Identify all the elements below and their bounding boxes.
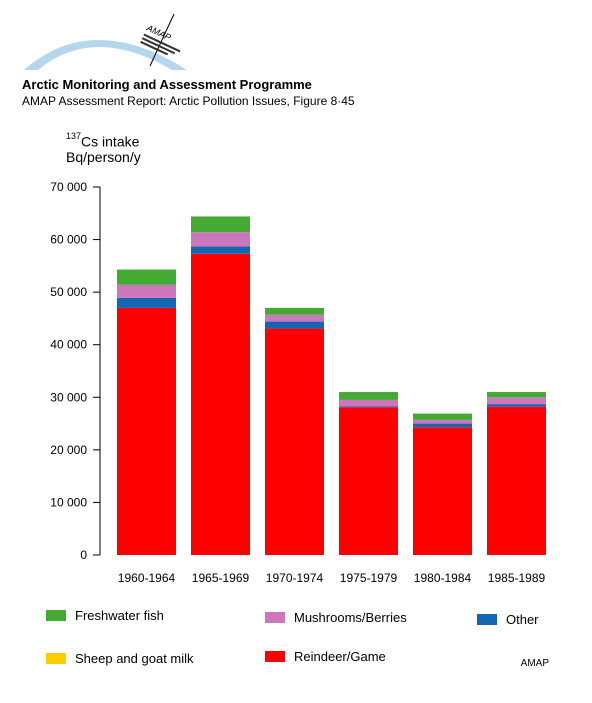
bar-segment-reindeer-game xyxy=(117,307,176,555)
legend-item-sheep-goat-milk: Sheep and goat milk xyxy=(46,650,194,666)
bar-segment-other xyxy=(339,406,398,408)
bar-segment-reindeer-game xyxy=(339,407,398,555)
bar-segment-freshwater-fish xyxy=(339,392,398,400)
bar-segment-other xyxy=(265,321,324,329)
x-tick-label: 1970-1974 xyxy=(266,571,324,585)
bar-segment-mushrooms-berries xyxy=(191,232,250,247)
bar-segment-mushrooms-berries xyxy=(339,399,398,407)
y-tick-label: 60 000 xyxy=(50,233,87,247)
organization-name: Arctic Monitoring and Assessment Program… xyxy=(22,77,312,92)
bar-segment-mushrooms-berries xyxy=(265,314,324,322)
x-tick-label: 1975-1979 xyxy=(340,571,398,585)
legend-label-sheep-goat-milk: Sheep and goat milk xyxy=(75,650,194,666)
legend-item-mushrooms-berries: Mushrooms/Berries xyxy=(265,609,407,625)
legend-item-reindeer-game: Reindeer/Game xyxy=(265,648,386,664)
legend-item-freshwater-fish: Freshwater fish xyxy=(46,607,164,623)
bar-segment-other xyxy=(487,404,546,407)
y-tick-label: 20 000 xyxy=(50,443,87,457)
bar-segment-freshwater-fish xyxy=(191,216,250,233)
legend-swatch-sheep-goat-milk xyxy=(46,652,66,664)
y-tick-label: 10 000 xyxy=(50,495,87,509)
x-tick-label: 1980-1984 xyxy=(414,571,472,585)
legend-swatch-freshwater-fish xyxy=(46,609,66,621)
bar-segment-other xyxy=(117,297,176,308)
y-tick-label: 40 000 xyxy=(50,338,87,352)
y-axis-label-isotope: 137 xyxy=(66,131,82,141)
bar-segment-other xyxy=(191,246,250,254)
y-tick-label: 30 000 xyxy=(50,390,87,404)
y-tick-label: 0 xyxy=(80,548,87,562)
footer-credit: AMAP xyxy=(520,658,549,669)
y-tick-label: 50 000 xyxy=(50,285,87,299)
bar-segment-other xyxy=(413,423,472,428)
bar-segment-freshwater-fish xyxy=(117,269,176,285)
legend-label-other: Other xyxy=(506,611,539,627)
bar-segment-freshwater-fish xyxy=(413,413,472,420)
bar-segment-reindeer-game xyxy=(191,253,250,555)
y-axis-label: 137Cs intake xyxy=(66,131,140,150)
legend-label-freshwater-fish: Freshwater fish xyxy=(75,607,164,623)
bar-segment-reindeer-game xyxy=(413,427,472,555)
x-tick-label: 1960-1964 xyxy=(118,571,176,585)
bar-segment-freshwater-fish xyxy=(487,392,546,398)
y-axis-label-quantity: Cs intake xyxy=(81,133,140,150)
x-tick-label: 1965-1969 xyxy=(192,571,250,585)
legend-label-reindeer-game: Reindeer/Game xyxy=(294,648,386,664)
y-axis-unit: Bq/person/y xyxy=(66,149,141,165)
y-tick-label: 70 000 xyxy=(50,180,87,194)
bar-segment-mushrooms-berries xyxy=(413,419,472,424)
legend-item-other: Other xyxy=(477,611,539,627)
bar-segment-reindeer-game xyxy=(265,328,324,555)
legend-label-mushrooms-berries: Mushrooms/Berries xyxy=(294,609,407,625)
bar-segment-mushrooms-berries xyxy=(117,284,176,298)
x-tick-label: 1985-1989 xyxy=(488,571,546,585)
bar-segment-reindeer-game xyxy=(487,406,546,555)
bar-segment-freshwater-fish xyxy=(265,307,324,315)
bar-segment-mushrooms-berries xyxy=(487,397,546,405)
amap-logo: AMAP xyxy=(24,13,187,70)
legend-swatch-mushrooms-berries xyxy=(265,611,285,623)
legend-swatch-reindeer-game xyxy=(265,650,285,662)
report-citation: AMAP Assessment Report: Arctic Pollution… xyxy=(22,94,355,108)
legend-swatch-other xyxy=(477,613,497,625)
